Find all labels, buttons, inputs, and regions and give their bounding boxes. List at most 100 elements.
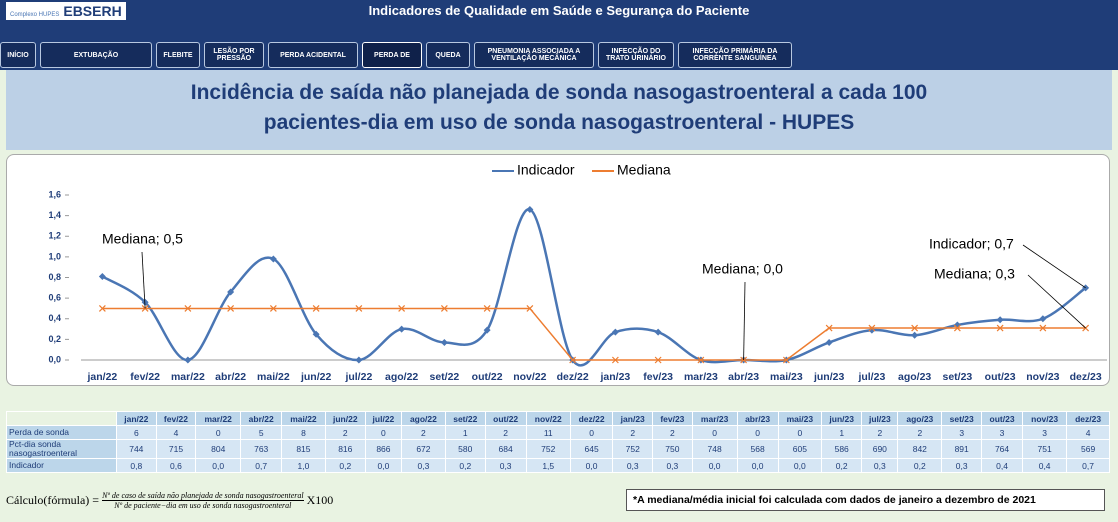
cell: 5 [240,425,283,440]
nav-button[interactable]: PERDA ACIDENTAL [268,42,358,68]
nav-button[interactable]: PERDA DE [362,42,422,68]
cell: 605 [777,439,823,459]
col-header: jan/23 [612,411,654,426]
col-header: nov/23 [1022,411,1068,426]
logo-sub: Complexo HUPES [10,12,60,18]
header-title: Indicadores de Qualidade em Saúde e Segu… [368,3,750,18]
cell: 672 [400,439,446,459]
marker [355,305,363,312]
formula: Cálculo(fórmula) = Nº de caso de saída n… [6,491,333,510]
cell: 866 [364,439,402,459]
cell: 0,3 [941,458,982,473]
cell: 569 [1066,439,1110,459]
x-tick-label: jun/23 [813,371,845,383]
col-header: dez/22 [569,411,614,426]
cell: 684 [484,439,527,459]
col-header: abr/22 [240,411,283,426]
marker [269,255,277,263]
x-tick-label: nov/23 [1026,371,1059,383]
marker [312,305,320,312]
cell: 0,8 [116,458,157,473]
row-label: Indicador [6,458,117,473]
x-tick-label: mar/22 [171,371,205,383]
x-tick-label: out/22 [472,371,503,383]
cell: 1 [444,425,486,440]
nav-button[interactable]: LESÃO POR PRESSÃO [204,42,264,68]
legend-label: Mediana [617,162,671,178]
cell: 0,3 [861,458,899,473]
col-header: ago/23 [897,411,943,426]
marker [141,305,149,312]
cell: 804 [195,439,242,459]
x-tick-label: abr/23 [728,371,759,383]
nav-button[interactable]: INFECÇÃO DO TRATO URINÁRIO [598,42,674,68]
marker [440,305,448,312]
marker [911,324,919,332]
table-row: Perda de sonda 6 4 0 5 8 2 0 2 1 2 11 0 2 2 0 0 0 1 2 2 3 3 3 4 [6,425,1110,440]
y-tick-label: 0,0 [48,354,61,364]
marker [697,356,705,364]
nav-button[interactable]: INÍCIO [0,42,36,68]
cell: 0,0 [195,458,242,473]
cell: 2 [484,425,527,440]
y-tick-label: 1,0 [48,251,61,261]
cell: 0 [777,425,823,440]
heading: Incidência de saída não planejada de son… [6,70,1112,150]
annotation: Mediana; 0,0 [702,261,783,277]
cell: 0,2 [444,458,486,473]
marker [868,324,876,332]
x-tick-label: jul/23 [857,371,885,383]
marker [398,325,406,333]
cell: 0,2 [324,458,366,473]
x-tick-label: jun/22 [300,371,332,383]
marker [269,305,277,312]
nav-button[interactable]: EXTUBAÇÃO [40,42,152,68]
x-tick-label: ago/23 [898,371,931,383]
logo-text: EBSERH [63,3,122,19]
cell: 3 [980,425,1024,440]
x-tick-label: jan/22 [86,371,117,383]
marker [227,288,235,296]
x-tick-label: mar/23 [684,371,718,383]
formula-label: Cálculo(fórmula) = [6,493,100,507]
marker [825,338,833,346]
nav-button[interactable]: PNEUMONIA ASSOCIADA A VENTILAÇÃO MECÂNIC… [474,42,594,68]
nav-button[interactable]: QUEDA [426,42,470,68]
cell: 752 [612,439,654,459]
marker [782,356,790,364]
cell: 0 [195,425,242,440]
cell: 751 [1022,439,1068,459]
cell: 815 [281,439,326,459]
x-tick-label: jul/22 [344,371,372,383]
cell: 0,3 [652,458,693,473]
x-tick-label: abr/22 [215,371,246,383]
header: Complexo HUPES EBSERH Indicadores de Qual… [0,0,1118,22]
nav-button[interactable]: INFECÇÃO PRIMÁRIA DA CORRENTE SANGUÍNEA [678,42,792,68]
x-tick-label: set/22 [429,371,459,383]
x-tick-label: out/23 [985,371,1016,383]
col-header: fev/22 [155,411,197,426]
marker [569,356,577,364]
cell: 0,0 [736,458,779,473]
col-header: dez/23 [1066,411,1110,426]
marker [825,324,833,332]
nav-button[interactable]: FLEBITE [156,42,200,68]
cell: 2 [612,425,654,440]
marker [911,331,919,339]
cell: 3 [941,425,982,440]
cell: 645 [569,439,614,459]
col-header: jun/23 [821,411,863,426]
marker [440,338,448,346]
cell: 568 [736,439,779,459]
cell: 0,4 [1022,458,1068,473]
fraction: Nº de caso de saída não planejada de son… [102,491,304,510]
cell: 11 [525,425,571,440]
marker [483,326,491,334]
cell: 2 [324,425,366,440]
factor: X100 [306,493,334,507]
col-header: jul/22 [364,411,402,426]
note: *A mediana/média inicial foi calculada c… [626,489,1105,511]
chart: 0,0 0,2 0,4 0,6 0,8 1,0 1,2 1,4 1,6 jan/22 fev/22 m… [48,162,1107,383]
cell: 0,0 [364,458,402,473]
